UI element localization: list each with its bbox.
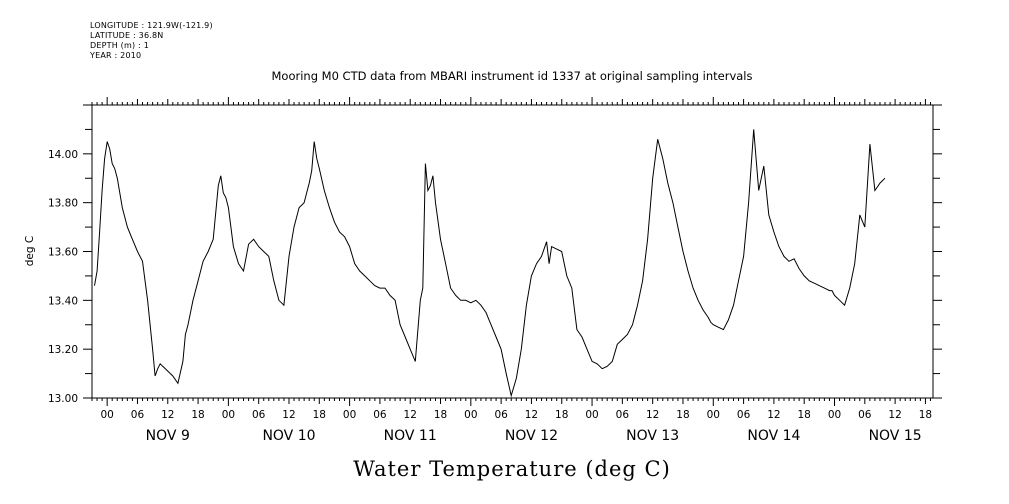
axis-ticks bbox=[83, 97, 942, 406]
y-tick-label: 13.20 bbox=[48, 344, 78, 356]
x-day-label: NOV 9 bbox=[146, 428, 190, 444]
x-day-label: NOV 14 bbox=[747, 428, 800, 444]
x-axis-labels: 00 06 12 18 00 06 12 18 00 06 12 18 00 06 12 18 00 06 12 18… bbox=[100, 409, 932, 444]
x-axis-title: Water Temperature (deg C) bbox=[353, 457, 671, 481]
x-hour-tick-label: 12 bbox=[767, 409, 780, 421]
x-hour-tick-label: 00 bbox=[100, 409, 113, 421]
x-hour-tick-label: 18 bbox=[919, 409, 932, 421]
x-hour-tick-label: 12 bbox=[888, 409, 901, 421]
year-label: YEAR : 2010 bbox=[90, 51, 142, 60]
y-tick-label: 13.80 bbox=[48, 198, 78, 210]
x-day-label: NOV 15 bbox=[869, 428, 922, 444]
series-line bbox=[94, 129, 886, 398]
x-hour-tick-label: 12 bbox=[282, 409, 295, 421]
y-tick-label: 13.60 bbox=[48, 247, 78, 259]
x-hour-tick-label: 06 bbox=[131, 409, 145, 421]
x-day-label: NOV 11 bbox=[384, 428, 437, 444]
x-hour-tick-label: 18 bbox=[191, 409, 204, 421]
x-hour-tick-label: 18 bbox=[555, 409, 568, 421]
x-hour-tick-label: 06 bbox=[373, 409, 387, 421]
x-day-label: NOV 13 bbox=[626, 428, 679, 444]
y-tick-label: 13.00 bbox=[48, 393, 78, 405]
x-hour-tick-label: 18 bbox=[313, 409, 326, 421]
x-hour-tick-label: 12 bbox=[525, 409, 538, 421]
y-axis-title: deg C bbox=[24, 236, 36, 266]
chart-title: Mooring M0 CTD data from MBARI instrumen… bbox=[272, 69, 753, 83]
x-hour-tick-label: 06 bbox=[252, 409, 266, 421]
y-tick-label: 13.40 bbox=[48, 295, 78, 307]
x-hour-tick-label: 06 bbox=[737, 409, 751, 421]
x-hour-tick-label: 06 bbox=[494, 409, 508, 421]
depth-label: DEPTH (m) : 1 bbox=[90, 41, 149, 50]
x-hour-tick-label: 00 bbox=[707, 409, 720, 421]
longitude-label: LONGITUDE : 121.9W(-121.9) bbox=[90, 21, 213, 30]
x-hour-tick-label: 00 bbox=[464, 409, 477, 421]
x-hour-tick-label: 12 bbox=[646, 409, 659, 421]
latitude-label: LATITUDE : 36.8N bbox=[90, 31, 164, 40]
dataset-metadata: LONGITUDE : 121.9W(-121.9) LATITUDE : 36… bbox=[90, 21, 213, 61]
x-hour-tick-label: 06 bbox=[616, 409, 630, 421]
x-hour-tick-label: 18 bbox=[798, 409, 811, 421]
x-day-label: NOV 10 bbox=[262, 428, 315, 444]
x-hour-tick-label: 12 bbox=[161, 409, 174, 421]
y-tick-label: 14.00 bbox=[48, 149, 78, 161]
x-hour-tick-label: 00 bbox=[343, 409, 356, 421]
x-day-label: NOV 12 bbox=[505, 428, 558, 444]
x-hour-tick-label: 00 bbox=[222, 409, 235, 421]
plot-frame bbox=[91, 104, 934, 399]
x-hour-tick-label: 12 bbox=[404, 409, 417, 421]
x-hour-tick-label: 06 bbox=[858, 409, 872, 421]
x-hour-tick-label: 18 bbox=[676, 409, 689, 421]
x-hour-tick-label: 00 bbox=[828, 409, 841, 421]
y-axis-labels: 13.00 13.20 13.40 13.60 13.80 14.00 bbox=[48, 149, 78, 405]
x-hour-tick-label: 00 bbox=[585, 409, 598, 421]
x-hour-tick-label: 18 bbox=[434, 409, 447, 421]
